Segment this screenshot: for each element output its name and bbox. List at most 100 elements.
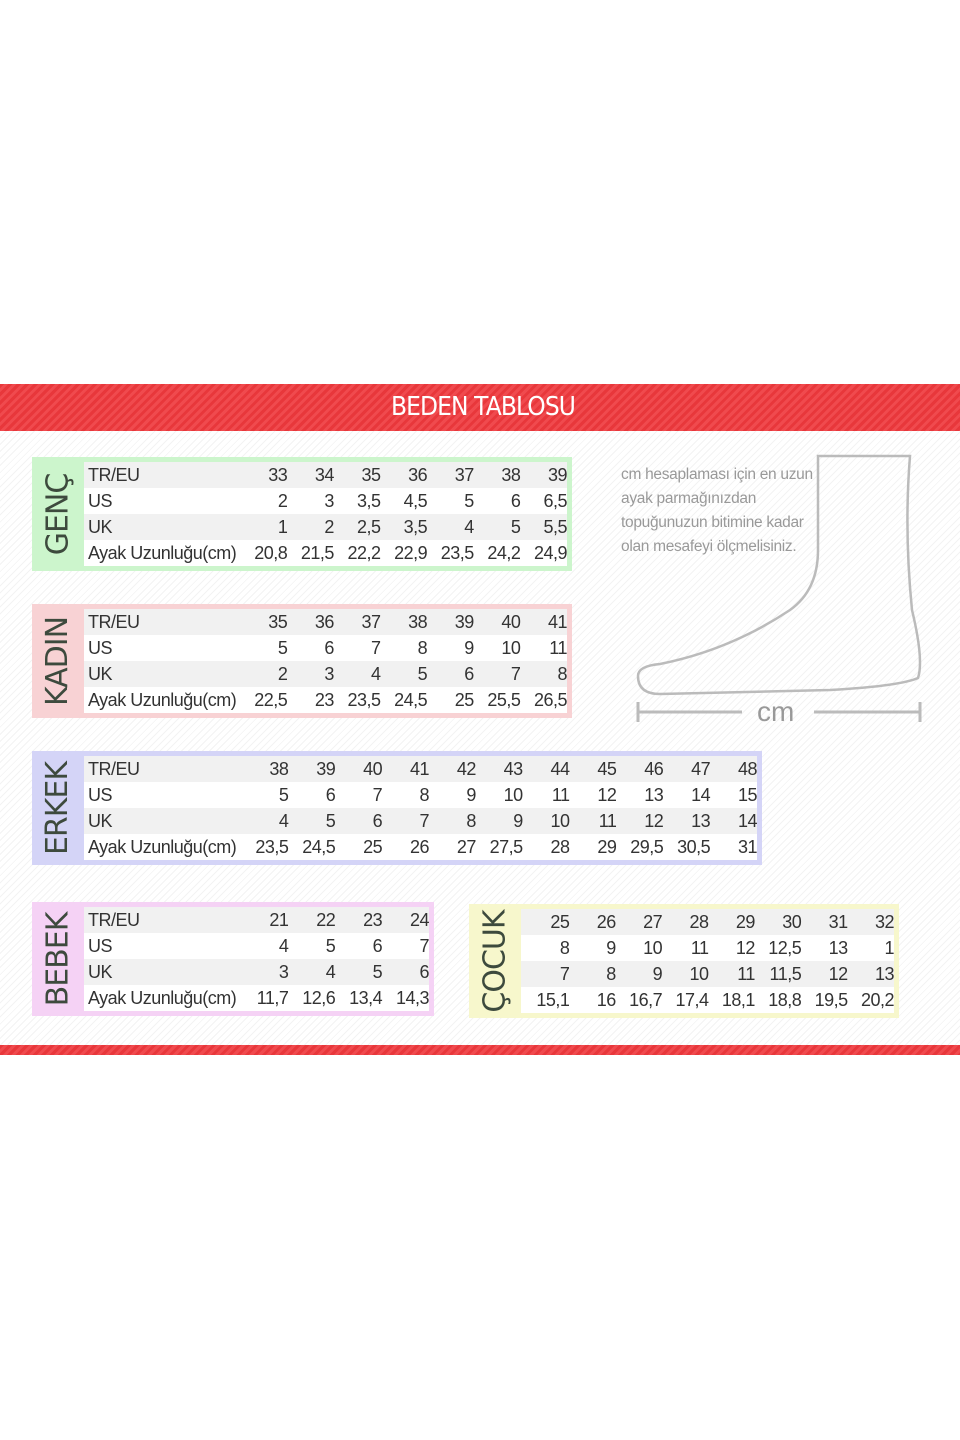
table-cell: 5 [325, 935, 336, 956]
table-cell: 23 [363, 909, 383, 930]
table-cell: 10 [503, 784, 524, 805]
table-cell: 26,5 [533, 689, 568, 710]
table-row: UK 1 2 2,5 3,5 4 5 5,5 [84, 514, 567, 540]
table-cell: 9 [513, 810, 523, 831]
row-label: UK [88, 663, 113, 684]
table-cell: 4 [371, 663, 381, 684]
table-cell: 13 [644, 784, 664, 805]
table-cell: 25,5 [487, 689, 521, 710]
section-label: KADIN [32, 604, 84, 718]
table-cell: 25 [550, 911, 570, 932]
table-cell: 47 [691, 758, 711, 779]
table-cell: 30,5 [677, 836, 711, 857]
table-cell: 43 [503, 758, 524, 779]
table-cell: 11 [549, 637, 567, 658]
table-bebek: BEBEK TR/EU 21 22 23 24 US 4 5 6 7 UK 3 4 5 6 Ayak Uzunl… [32, 902, 434, 1016]
table-cell: 34 [314, 464, 335, 485]
table-cell: 6 [510, 490, 521, 511]
table-cell: 6 [324, 637, 334, 658]
table-cell: 15 [737, 784, 758, 805]
table-cell: 16 [596, 989, 617, 1010]
table-cell: 10 [501, 637, 521, 658]
table-row: TR/EU 38 39 40 41 42 43 44 45 46 47 48 [84, 756, 757, 782]
table-cell: 38 [501, 464, 521, 485]
table-cell: 42 [456, 758, 477, 779]
table-cell: 30 [782, 911, 802, 932]
table-cell: 11 [551, 784, 570, 805]
table-cell: 8 [606, 963, 616, 984]
row-label: US [88, 490, 113, 511]
table-cell: 22 [316, 909, 336, 930]
table-cocuk: ÇOCUK 25 26 27 28 29 30 31 32 8 9 10 11 12 12,5 13 1 7 8 9 1… [469, 904, 899, 1018]
table-cell: 7 [419, 935, 429, 956]
table-cell: 25 [454, 689, 475, 710]
table-cell: 18,8 [768, 989, 802, 1010]
section-label-text: ERKEK [40, 761, 76, 855]
table-cell: 3,5 [357, 490, 381, 511]
table-cell: 27,5 [489, 836, 524, 857]
table-cell: 28 [689, 911, 709, 932]
table-cell: 9 [606, 937, 616, 958]
table-cell: 13,4 [349, 987, 383, 1008]
table-cell: 3,5 [403, 516, 428, 537]
table-cell: 5 [325, 810, 336, 831]
table-cell: 29 [597, 836, 617, 857]
table-cell: 5 [277, 637, 288, 658]
table-cell: 27 [643, 911, 663, 932]
header-band [0, 384, 960, 431]
table-cell: 20,2 [860, 989, 895, 1010]
table-cell: 2 [277, 490, 288, 511]
row-label: TR/EU [88, 909, 140, 930]
table-erkek: ERKEK TR/EU 38 39 40 41 42 43 44 45 46 47 48 US 5 6 7 8 9 1… [32, 751, 762, 865]
table-cell: 26 [409, 836, 430, 857]
table-cell: 4 [278, 810, 289, 831]
table-cell: 14 [691, 784, 711, 805]
table-cell: 37 [454, 464, 475, 485]
table-row: UK 2 3 4 5 6 7 8 [84, 661, 567, 687]
table-cell: 46 [644, 758, 664, 779]
table-cell: 38 [269, 758, 289, 779]
table-cell: 1 [884, 937, 894, 958]
section-label: BEBEK [32, 902, 84, 1016]
table-cell: 12,6 [302, 987, 336, 1008]
table-row: TR/EU 33 34 35 36 37 38 39 [84, 462, 567, 488]
table-cell: 6,5 [543, 490, 567, 511]
table-cell: 15,1 [536, 989, 570, 1010]
table-cell: 11 [690, 937, 709, 958]
table-row: TR/EU 21 22 23 24 [84, 907, 429, 933]
table-cell: 48 [737, 758, 758, 779]
table-cell: 11 [598, 810, 617, 831]
table-cell: 5 [372, 961, 383, 982]
table-cell: 2,5 [357, 516, 381, 537]
table-row: 25 26 27 28 29 30 31 32 [521, 909, 895, 935]
table-genc: GENÇ TR/EU 33 34 35 36 37 38 39 US 2 3 3,5 4,5 5 6 6,5 UK… [32, 457, 572, 571]
table-cell: 7 [371, 637, 381, 658]
table-cell: 9 [466, 784, 476, 805]
table-row: US 5 6 7 8 9 10 11 [84, 635, 567, 661]
table-cell: 3 [324, 490, 334, 511]
footer-band [0, 1045, 960, 1055]
table-cell: 7 [419, 810, 429, 831]
table-cell: 12 [735, 937, 756, 958]
table-cell: 4 [325, 961, 336, 982]
table-cell: 33 [268, 464, 288, 485]
table-cell: 7 [372, 784, 383, 805]
table-cell: 9 [464, 637, 474, 658]
table-cell: 23,5 [255, 836, 289, 857]
table-cell: 27 [456, 836, 477, 857]
row-label: TR/EU [88, 758, 140, 779]
page-title: BEDEN TABLOSU [390, 392, 576, 422]
table-cell: 41 [547, 611, 568, 632]
row-label: US [88, 637, 113, 658]
table-cell: 41 [409, 758, 430, 779]
table-cell: 31 [828, 911, 849, 932]
table-cell: 11,7 [256, 987, 289, 1008]
table-cell: 39 [316, 758, 336, 779]
table-cell: 5 [417, 663, 428, 684]
section-label: GENÇ [32, 457, 84, 571]
section-label-text: GENÇ [40, 473, 76, 555]
foot-icon [636, 454, 922, 722]
table-cell: 8 [417, 637, 428, 658]
table-cell: 22,9 [394, 542, 428, 563]
table-cell: 12,5 [768, 937, 802, 958]
